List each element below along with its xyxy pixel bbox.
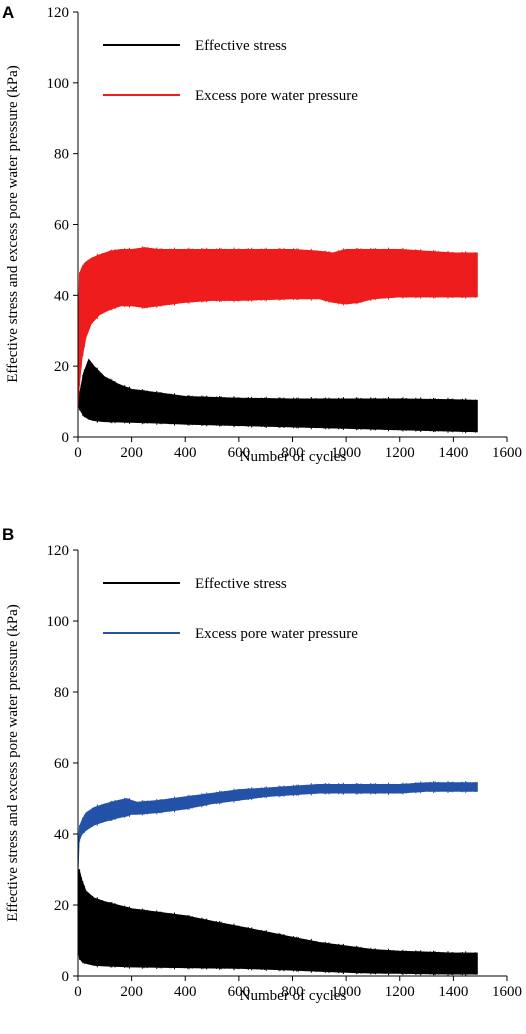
- panel-a-series-excess-pore-water-pressure: [77, 246, 478, 416]
- panel-a-legend-excess-pore-water-pressure: Excess pore water pressure: [195, 88, 358, 104]
- panel-a-x-axis-title: Number of cycles: [240, 449, 347, 465]
- panel-b-series-excess-pore-water-pressure: [77, 780, 478, 877]
- panel-a-x-tick-label-1200: 1200: [385, 445, 415, 461]
- panel-a-y-tick-label-40: 40: [54, 288, 69, 304]
- panel-b-x-tick-label-400: 400: [174, 984, 197, 1000]
- panel-a-y-tick-label-80: 80: [54, 147, 69, 163]
- panel-a-y-tick-label-20: 20: [54, 359, 69, 375]
- panel-a-legend: Effective stress Excess pore water press…: [103, 38, 358, 104]
- panel-b-x-tick-label-1000: 1000: [331, 984, 361, 1000]
- panel-b-y-tick-label-40: 40: [54, 827, 69, 843]
- panel-a-y-tick-label-60: 60: [54, 218, 69, 234]
- panel-b-y-tick-label-20: 20: [54, 898, 69, 914]
- panel-a: A 0 20 40 60 80 100 120 0 200 400 600 800 1000 1200 1…: [2, 3, 522, 465]
- panel-b-legend: Effective stress Excess pore water press…: [103, 576, 358, 642]
- panel-b-band-excess-pore-water-pressure: [77, 782, 478, 877]
- panel-b-legend-excess-pore-water-pressure: Excess pore water pressure: [195, 626, 358, 642]
- panel-b-band-texture-excess-pore-water-pressure: [77, 780, 478, 877]
- panel-b-label: B: [2, 525, 14, 544]
- panel-b-plot-area: [77, 780, 478, 976]
- panel-a-x-ticks: 0 200 400 600 800 1000 1200 1400 1600: [74, 437, 522, 461]
- panel-a-x-tick-label-1400: 1400: [438, 445, 468, 461]
- panel-b-x-ticks: 0 200 400 600 800 1000 1200 1400 1600: [74, 976, 522, 1000]
- panel-b-x-axis-title: Number of cycles: [240, 988, 347, 1004]
- panel-a-x-tick-label-1000: 1000: [331, 445, 361, 461]
- panel-b-y-tick-label-120: 120: [47, 543, 70, 559]
- panel-a-x-tick-label-1600: 1600: [492, 445, 522, 461]
- panel-b-y-ticks: 0 20 40 60 80 100 120: [47, 543, 78, 985]
- panel-a-y-axis-title: Effective stress and excess pore water p…: [5, 65, 21, 383]
- panel-a-label: A: [2, 3, 14, 22]
- panel-b: B 0 20 40 60 80 100 120 0 200 400 600 800 1000 1200 1…: [2, 525, 522, 1004]
- panel-a-y-tick-label-100: 100: [47, 76, 70, 92]
- panel-b-y-tick-label-0: 0: [62, 969, 70, 985]
- panel-a-y-ticks: 0 20 40 60 80 100 120: [47, 5, 78, 446]
- panel-a-band-texture-effective-stress: [77, 360, 478, 434]
- panel-a-x-tick-label-400: 400: [174, 445, 197, 461]
- panel-b-band-texture-effective-stress: [77, 869, 478, 976]
- panel-a-x-tick-label-200: 200: [120, 445, 143, 461]
- panel-a-y-tick-label-120: 120: [47, 5, 70, 21]
- panel-b-legend-effective-stress: Effective stress: [195, 576, 287, 592]
- panel-b-x-tick-label-800: 800: [281, 984, 304, 1000]
- panel-b-x-tick-label-1600: 1600: [492, 984, 522, 1000]
- panel-b-x-tick-label-1200: 1200: [385, 984, 415, 1000]
- panel-b-y-tick-label-100: 100: [47, 614, 70, 630]
- panel-a-plot-area: [77, 246, 478, 434]
- panel-a-x-tick-label-800: 800: [281, 445, 304, 461]
- panel-b-x-tick-label-0: 0: [74, 984, 82, 1000]
- panel-a-x-tick-label-0: 0: [74, 445, 82, 461]
- panel-a-series-effective-stress: [77, 358, 478, 434]
- panel-b-y-tick-label-80: 80: [54, 685, 69, 701]
- panel-a-x-tick-label-600: 600: [228, 445, 251, 461]
- panel-b-x-tick-label-200: 200: [120, 984, 143, 1000]
- panel-b-x-tick-label-600: 600: [228, 984, 251, 1000]
- panel-b-y-axis-title: Effective stress and excess pore water p…: [5, 604, 21, 922]
- panel-a-legend-effective-stress: Effective stress: [195, 38, 287, 54]
- panel-b-y-tick-label-60: 60: [54, 756, 69, 772]
- panel-b-x-tick-label-1400: 1400: [438, 984, 468, 1000]
- panel-a-y-tick-label-0: 0: [62, 430, 70, 446]
- panel-b-series-effective-stress: [77, 869, 478, 976]
